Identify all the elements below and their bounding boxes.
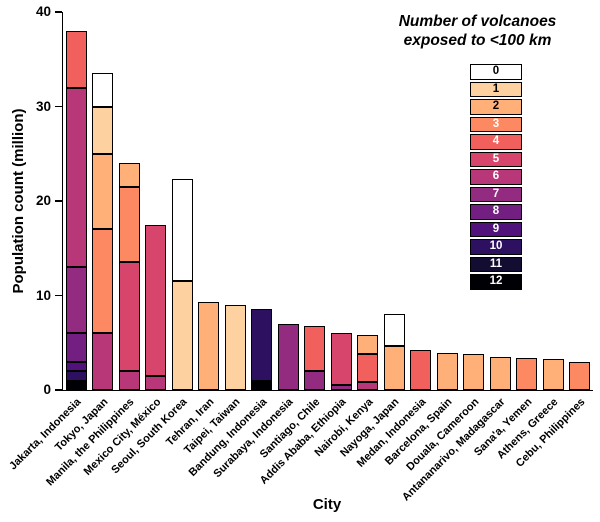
bar-segment (357, 335, 379, 355)
legend-swatch-4: 4 (470, 134, 522, 150)
bar-segment (65, 87, 87, 268)
y-tick-label: 40 (35, 4, 51, 19)
bar-segment (304, 325, 326, 372)
bar-segment (357, 354, 379, 383)
legend-swatch-8: 8 (470, 204, 522, 220)
y-tick-mark (55, 105, 62, 108)
legend-swatch-0: 0 (470, 64, 522, 80)
y-tick-mark (55, 294, 62, 297)
bar-segment (357, 382, 379, 390)
bar-segment (463, 354, 485, 390)
legend-title-line1: Number of volcanoes (398, 13, 557, 30)
bar-segment (65, 371, 87, 381)
legend-swatch-11: 11 (470, 256, 522, 272)
legend-swatch-6: 6 (470, 169, 522, 185)
legend-swatch-12: 12 (470, 274, 522, 290)
x-axis-label: City (312, 496, 342, 513)
legend-title-line2: exposed to <100 km (403, 32, 552, 49)
bar-segment (436, 353, 458, 390)
y-tick-mark (55, 11, 62, 13)
legend-swatch-3: 3 (470, 116, 522, 132)
bar-segment (65, 267, 87, 334)
bar-segment (145, 375, 167, 390)
plot-area (62, 12, 593, 391)
bar-segment (516, 357, 538, 390)
bar-segment (542, 358, 564, 390)
bar-segment (118, 186, 140, 263)
legend: 0 1 2 3 4 5 6 7 8 9 10 11 12 (470, 64, 530, 292)
bar-segment (171, 281, 193, 390)
bar-segment (65, 30, 87, 88)
legend-swatch-9: 9 (470, 221, 522, 237)
legend-title: Number of volcanoes exposed to <100 km (360, 12, 595, 50)
bar-segment (92, 229, 114, 334)
bar-segment (383, 345, 405, 390)
bar-segment (92, 73, 114, 107)
y-tick-mark (55, 200, 62, 202)
bar-segment (410, 350, 432, 390)
y-tick-label: 20 (35, 193, 51, 208)
legend-swatch-7: 7 (470, 186, 522, 202)
bar-segment (65, 361, 87, 372)
bar-segment (569, 361, 591, 390)
bar-segment (251, 380, 273, 390)
y-tick-mark (55, 389, 62, 391)
legend-swatch-2: 2 (470, 99, 522, 115)
bar-segment (92, 106, 114, 154)
bar-segment (198, 302, 220, 390)
y-tick-label: 30 (35, 98, 51, 114)
bar-segment (65, 333, 87, 362)
legend-swatch-10: 10 (470, 239, 522, 255)
bar-segment (277, 323, 299, 390)
bar-segment (92, 333, 114, 390)
bar-segment (224, 304, 246, 390)
bar-segment (251, 308, 273, 381)
bar-segment (330, 333, 352, 386)
legend-swatch-1: 1 (470, 81, 522, 97)
bar-segment (145, 224, 167, 376)
bar-segment (118, 163, 140, 187)
bar-segment (304, 371, 326, 390)
bar-segment (118, 371, 140, 390)
bar-segment (330, 385, 352, 390)
bar-segment (489, 356, 511, 390)
legend-swatch-5: 5 (470, 151, 522, 167)
y-tick-label: 0 (43, 382, 51, 397)
bar-segment (65, 380, 87, 390)
bar-segment (118, 262, 140, 372)
bar-segment (92, 153, 114, 230)
y-tick-label: 10 (35, 287, 51, 303)
bar-segment (171, 179, 193, 282)
bar-segment (383, 314, 405, 346)
